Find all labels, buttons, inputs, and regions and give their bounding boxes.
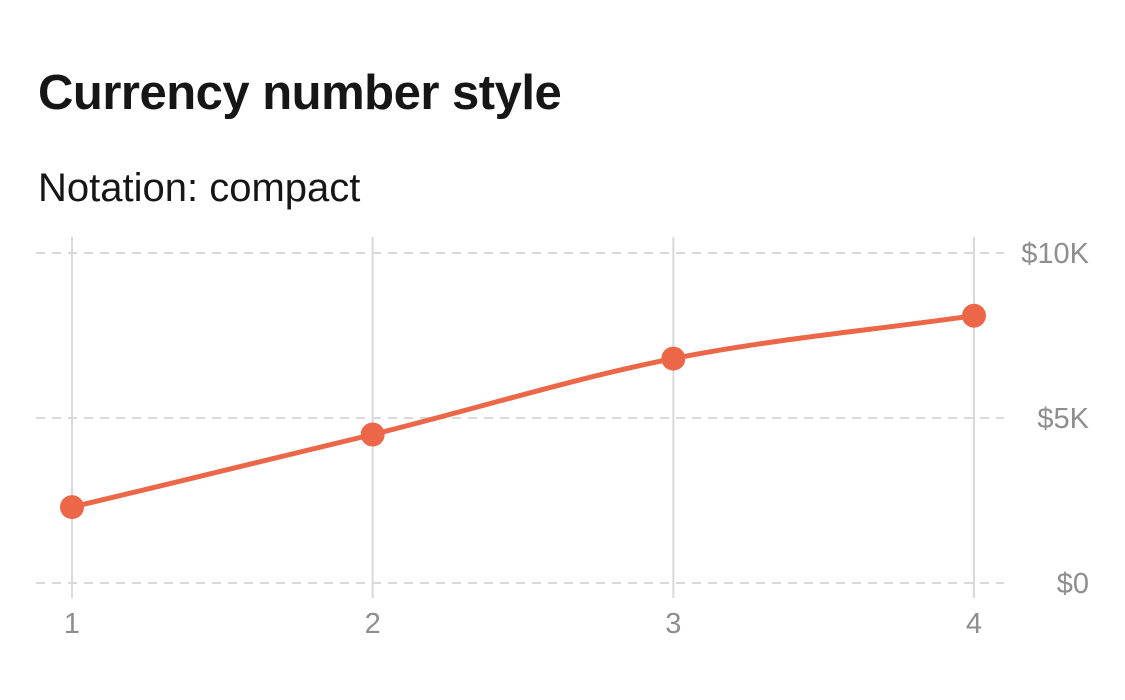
x-tick-label-4: 4 xyxy=(966,608,982,640)
x-tick-labels: 1 2 3 4 xyxy=(64,608,982,640)
data-point-3 xyxy=(661,346,686,371)
data-point-4 xyxy=(962,303,986,328)
y-tick-label-1: $5K xyxy=(1037,403,1089,435)
chart-title: Currency number style xyxy=(38,66,562,120)
y-tick-labels: $0 $5K $10K xyxy=(1021,238,1089,600)
data-points xyxy=(60,303,986,520)
x-tick-label-1: 1 xyxy=(64,608,80,640)
data-point-2 xyxy=(360,422,385,447)
data-point-1 xyxy=(60,495,84,520)
series-lines xyxy=(69,313,977,510)
x-tick-label-3: 3 xyxy=(665,608,681,640)
y-tick-label-0: $0 xyxy=(1057,568,1089,600)
x-tick-label-2: 2 xyxy=(365,608,381,640)
y-tick-label-2: $10K xyxy=(1021,238,1089,270)
series-line-0 xyxy=(69,313,977,510)
grid-horizontal xyxy=(36,252,1004,584)
chart-subtitle: Notation: compact xyxy=(38,166,361,210)
